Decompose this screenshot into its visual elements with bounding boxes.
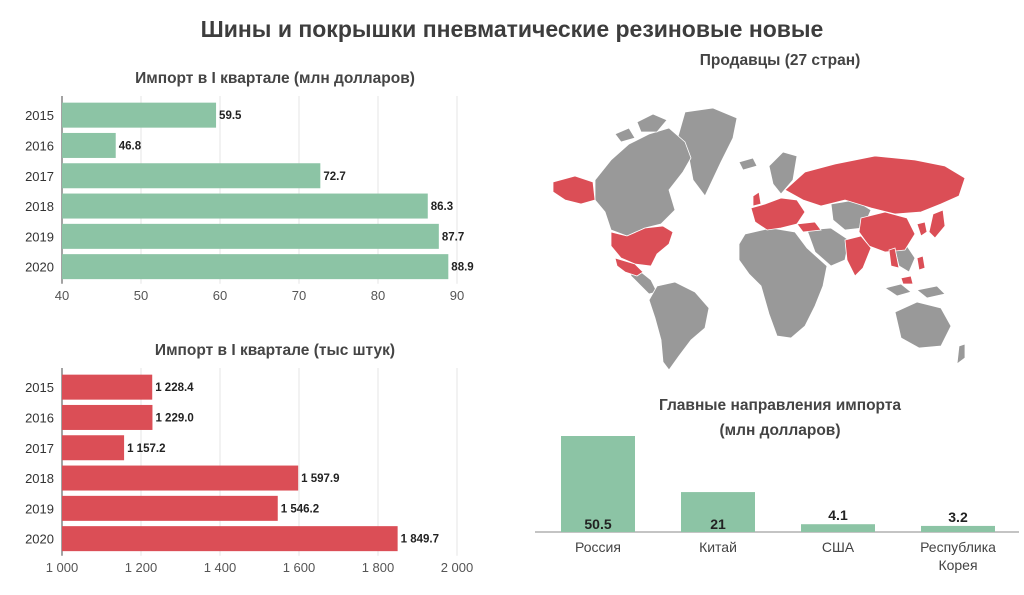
world-map bbox=[552, 107, 966, 371]
chart3-category-label: Китай bbox=[699, 539, 737, 555]
chart3-category-label: Россия bbox=[575, 539, 621, 555]
chart1-title: Импорт в I квартале (млн долларов) bbox=[135, 70, 415, 87]
chart2-tick-label: 1 600 bbox=[283, 560, 316, 575]
chart3-bar bbox=[561, 436, 635, 532]
alaska bbox=[552, 175, 596, 205]
chart1-tick-label: 40 bbox=[55, 288, 69, 303]
africa bbox=[738, 227, 828, 339]
thailand-vietnam bbox=[888, 247, 900, 269]
chart1-bar bbox=[62, 163, 321, 189]
chart2-tick-label: 1 200 bbox=[125, 560, 158, 575]
chart1-tick-label: 70 bbox=[292, 288, 306, 303]
chart1-bar bbox=[62, 132, 116, 158]
chart2-category-label: 2019 bbox=[25, 501, 54, 516]
chart2-tick-label: 2 000 bbox=[441, 560, 474, 575]
chart2-tick-label: 1 800 bbox=[362, 560, 395, 575]
chart2-value-label: 1 228.4 bbox=[155, 382, 194, 394]
new-zealand bbox=[956, 343, 966, 365]
chart2-title: Импорт в I квартале (тыс штук) bbox=[154, 342, 396, 359]
chart2-value-label: 1 597.9 bbox=[301, 473, 339, 485]
chart3-value-label: 3.2 bbox=[948, 509, 968, 525]
chart3-bar bbox=[681, 492, 755, 532]
chart1-tick-label: 90 bbox=[450, 288, 464, 303]
chart2-bar bbox=[62, 374, 153, 400]
chart1-bar bbox=[62, 102, 217, 128]
chart1-value-label: 59.5 bbox=[219, 110, 242, 122]
south-america bbox=[648, 281, 710, 371]
chart2-tick-label: 1 000 bbox=[46, 560, 79, 575]
chart3-bar bbox=[801, 524, 875, 532]
turkey bbox=[796, 221, 822, 233]
chart3-value-label: 50.5 bbox=[584, 516, 611, 532]
chart3-value-label: 21 bbox=[710, 516, 726, 532]
chart2-bar bbox=[62, 465, 299, 491]
chart1-value-label: 72.7 bbox=[323, 171, 345, 183]
middle-east bbox=[806, 227, 850, 267]
chart3-value-label: 4.1 bbox=[828, 507, 848, 523]
chart1-bar bbox=[62, 193, 428, 219]
usa bbox=[610, 225, 674, 267]
chart3-category-label: Корея bbox=[938, 557, 977, 573]
uk bbox=[752, 191, 762, 207]
scandinavia bbox=[768, 151, 798, 195]
chart1-bar bbox=[62, 223, 439, 249]
chart1-value-label: 88.9 bbox=[451, 262, 473, 274]
chart3-title-line2: (млн долларов) bbox=[719, 422, 841, 439]
australia bbox=[894, 301, 952, 349]
import-value-chart: 40 50 60 70 80 90 2015 59.5 2016 46.8 2017 72.7 2018… bbox=[25, 96, 474, 303]
chart2-value-label: 1 157.2 bbox=[127, 443, 165, 455]
iceland bbox=[738, 157, 758, 171]
chart1-category-label: 2018 bbox=[25, 199, 54, 214]
chart1-tick-label: 60 bbox=[213, 288, 227, 303]
chart2-tick-label: 1 400 bbox=[204, 560, 237, 575]
russia bbox=[784, 155, 966, 215]
chart2-bar bbox=[62, 495, 278, 521]
main-directions-chart: 50.5 Россия 21 Китай 4.1 США 3.2 Республика Коре… bbox=[535, 436, 1019, 573]
europe bbox=[750, 197, 806, 231]
chart3-bar bbox=[921, 525, 995, 532]
chart3-category-label: США bbox=[822, 539, 855, 555]
chart3-category-label: Республика bbox=[920, 539, 996, 555]
china bbox=[858, 211, 916, 253]
chart2-bar bbox=[62, 526, 398, 552]
map-seller-countries bbox=[552, 155, 966, 285]
chart1-tick-label: 50 bbox=[134, 288, 148, 303]
chart1-category-label: 2016 bbox=[25, 138, 54, 153]
chart1-tick-label: 80 bbox=[371, 288, 385, 303]
chart2-value-label: 1 229.0 bbox=[155, 412, 193, 424]
chart1-value-label: 86.3 bbox=[431, 201, 453, 213]
chart2-category-label: 2017 bbox=[25, 441, 54, 456]
chart1-category-label: 2017 bbox=[25, 169, 54, 184]
korea-japan bbox=[916, 209, 946, 239]
chart1-category-label: 2019 bbox=[25, 229, 54, 244]
chart2-category-label: 2020 bbox=[25, 532, 54, 547]
chart3-title-line1: Главные направления импорта bbox=[658, 397, 902, 414]
map-title: Продавцы (27 стран) bbox=[699, 52, 861, 69]
india bbox=[844, 235, 872, 277]
canada-islands bbox=[614, 113, 668, 143]
chart2-bar bbox=[62, 404, 153, 430]
chart2-bar bbox=[62, 435, 125, 461]
chart1-value-label: 87.7 bbox=[442, 231, 464, 243]
chart1-value-label: 46.8 bbox=[119, 140, 142, 152]
chart1-category-label: 2015 bbox=[25, 108, 54, 123]
map-other-countries bbox=[594, 107, 966, 371]
indonesia bbox=[884, 283, 946, 299]
canada bbox=[594, 127, 692, 237]
chart2-category-label: 2016 bbox=[25, 410, 54, 425]
main-title: Шины и покрышки пневматические резиновые… bbox=[200, 16, 824, 42]
chart2-category-label: 2018 bbox=[25, 471, 54, 486]
chart2-category-label: 2015 bbox=[25, 380, 54, 395]
import-quantity-chart: 1 000 1 200 1 400 1 600 1 800 2 000 2015 1 228.… bbox=[25, 368, 474, 575]
chart1-bar bbox=[62, 254, 449, 280]
malaysia-philippines bbox=[900, 255, 926, 285]
mexico bbox=[614, 257, 644, 277]
chart1-category-label: 2020 bbox=[25, 260, 54, 275]
chart2-value-label: 1 849.7 bbox=[401, 534, 439, 546]
chart2-value-label: 1 546.2 bbox=[281, 503, 319, 515]
